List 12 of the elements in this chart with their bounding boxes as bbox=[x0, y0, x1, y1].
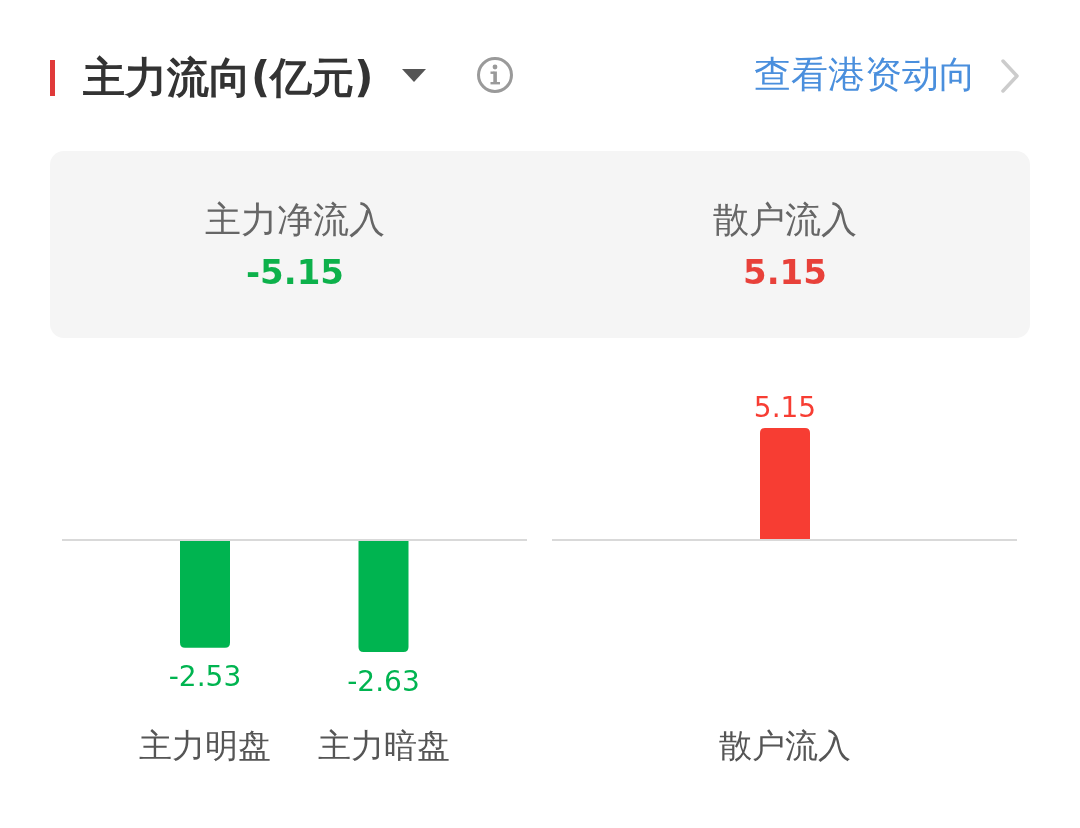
data-label: -5.15 bbox=[245, 252, 345, 292]
data-label: 5.15 bbox=[742, 252, 828, 292]
x-tick-label: 主力明盘 bbox=[139, 725, 272, 765]
data-label: 5.15 bbox=[753, 390, 817, 424]
category-label: 主力净流入 bbox=[204, 199, 386, 240]
x-tick-label: 主力暗盘 bbox=[317, 725, 450, 765]
category-label: 散户流入 bbox=[712, 199, 858, 240]
x-tick-label: 散户流入 bbox=[718, 725, 851, 765]
data-label: -2.63 bbox=[347, 664, 420, 698]
text: 主力流向(亿元) bbox=[83, 53, 374, 103]
text: 查看港资动向 bbox=[754, 52, 976, 98]
data-label: -2.53 bbox=[168, 660, 242, 694]
